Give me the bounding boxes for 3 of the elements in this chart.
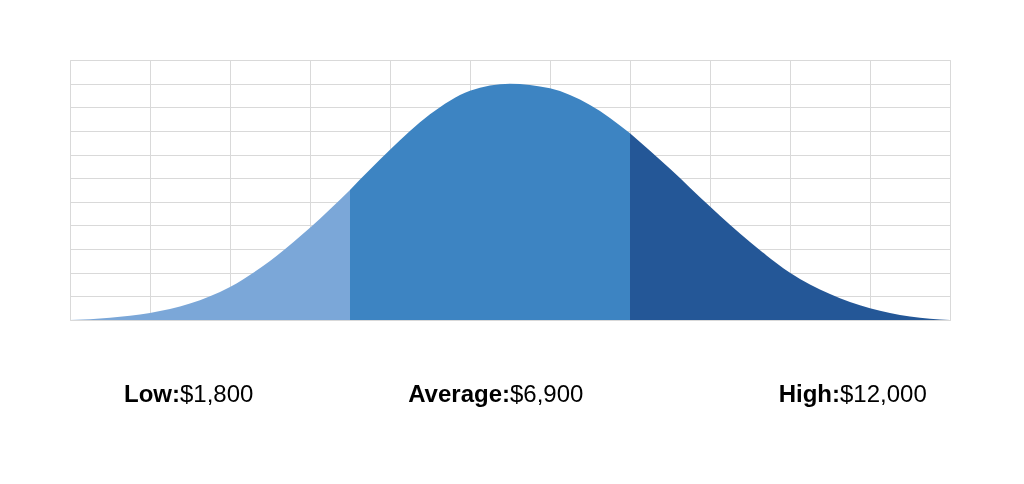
text: Low:$1,800 — [124, 380, 254, 407]
text: High:$12,000 — [778, 380, 927, 407]
text: Average:$6,900 — [408, 380, 584, 407]
